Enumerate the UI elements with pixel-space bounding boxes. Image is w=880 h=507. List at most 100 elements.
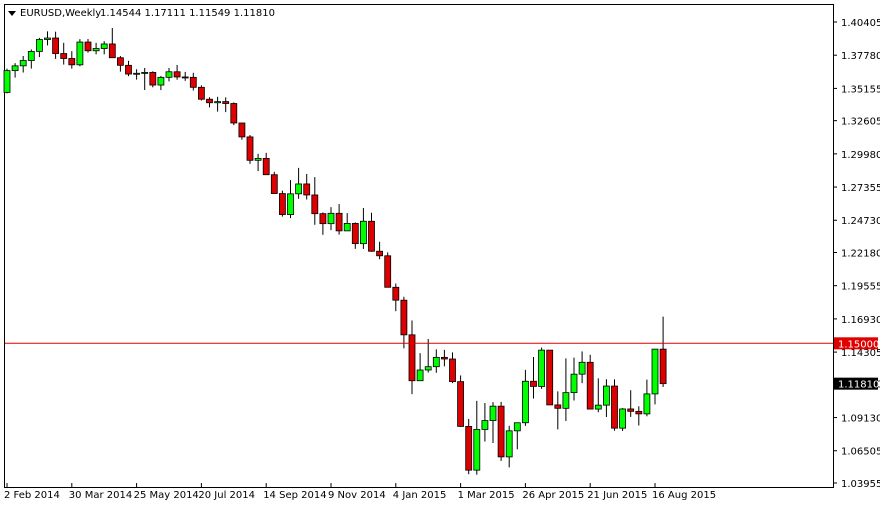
candle	[230, 102, 238, 126]
candle-body	[165, 71, 173, 78]
candle	[627, 390, 635, 417]
x-tick-label: 14 Sep 2014	[263, 490, 326, 501]
y-tick-label: 1.14305	[841, 348, 880, 359]
collapse-triangle-icon[interactable]	[8, 11, 16, 16]
candle-body	[108, 43, 116, 59]
candle-body	[505, 430, 513, 458]
candle	[400, 296, 408, 349]
candle-body	[270, 174, 278, 194]
candle-body	[522, 380, 529, 424]
candle	[270, 171, 278, 194]
y-tick-label: 1.37780	[841, 51, 880, 62]
candle	[287, 180, 294, 219]
candle	[368, 212, 375, 252]
candle	[44, 31, 51, 46]
y-tick-label: 1.40405	[841, 18, 880, 29]
candle	[327, 207, 335, 231]
candle-body	[611, 385, 618, 429]
x-tick-label: 21 Jun 2015	[587, 490, 647, 501]
candle-body	[449, 358, 456, 383]
candle	[473, 400, 481, 475]
candle	[295, 167, 303, 199]
candle-body	[189, 76, 197, 88]
y-tick-label: 1.32605	[841, 117, 880, 128]
candle-body	[287, 193, 294, 215]
candle	[603, 379, 610, 418]
candle-body	[432, 356, 440, 368]
candle-body	[52, 37, 59, 54]
candle	[578, 351, 586, 384]
candle-body	[473, 429, 481, 471]
candle	[546, 349, 554, 406]
candle-body	[262, 158, 270, 176]
x-tick-label: 9 Nov 2014	[328, 490, 386, 501]
x-axis: 2 Feb 2014 30 Mar 2014 25 May 2014 20 Jul 2…	[4, 483, 716, 501]
candle-body	[603, 385, 610, 406]
candle-body	[197, 86, 205, 100]
candle	[449, 352, 456, 384]
candle-body	[149, 72, 157, 86]
candle-body	[343, 223, 351, 232]
candle-body	[465, 426, 473, 471]
candle	[197, 85, 205, 101]
candle	[76, 39, 84, 67]
candle	[408, 320, 416, 395]
candle-body	[133, 72, 141, 75]
candle	[84, 39, 92, 53]
candle	[513, 422, 521, 450]
candle	[254, 153, 262, 172]
candle	[206, 97, 213, 108]
candle-body	[384, 255, 392, 288]
candle-body	[92, 48, 100, 52]
candle-body	[157, 76, 165, 86]
candle-body	[570, 373, 578, 394]
candle	[52, 31, 59, 59]
candle	[238, 122, 246, 140]
candle-body	[84, 41, 92, 52]
candle	[181, 71, 189, 81]
candle-body	[513, 422, 521, 432]
candle	[173, 64, 181, 80]
candle	[643, 379, 651, 417]
candle-body	[408, 334, 416, 382]
candle	[416, 353, 424, 382]
candle-body	[278, 193, 286, 215]
plot-frame	[4, 4, 834, 488]
candle	[92, 42, 100, 55]
candle-body	[651, 348, 659, 395]
candle-body	[554, 404, 562, 409]
candle	[100, 41, 108, 55]
candle	[311, 177, 319, 225]
y-tick-label: 1.16930	[841, 315, 880, 326]
candle-body	[206, 98, 213, 104]
candle-body	[440, 356, 448, 360]
candle	[651, 348, 659, 405]
y-tick-label: 1.06505	[841, 447, 880, 458]
candle-body	[222, 101, 230, 104]
candle	[125, 60, 132, 77]
candle	[36, 37, 43, 58]
candle-body	[44, 37, 51, 40]
candle	[60, 42, 68, 65]
candle	[343, 213, 351, 232]
candle	[117, 55, 124, 72]
candle	[384, 252, 392, 288]
candle	[594, 378, 602, 413]
y-tick-label: 1.24730	[841, 216, 880, 227]
candle	[562, 358, 570, 421]
candle	[149, 71, 157, 88]
candle	[635, 406, 643, 426]
candle-body	[76, 41, 84, 66]
support-line-label: 1.15000	[838, 339, 879, 350]
candle-body	[3, 70, 11, 93]
candle	[497, 401, 505, 461]
x-tick-label: 20 Jul 2014	[198, 490, 255, 501]
y-tick-label: 1.27355	[841, 183, 880, 194]
candle	[432, 349, 440, 373]
candle	[619, 408, 626, 431]
candle-body	[416, 369, 424, 382]
candle	[189, 72, 197, 91]
candle	[554, 391, 562, 430]
y-tick-label: 1.22180	[841, 249, 880, 260]
